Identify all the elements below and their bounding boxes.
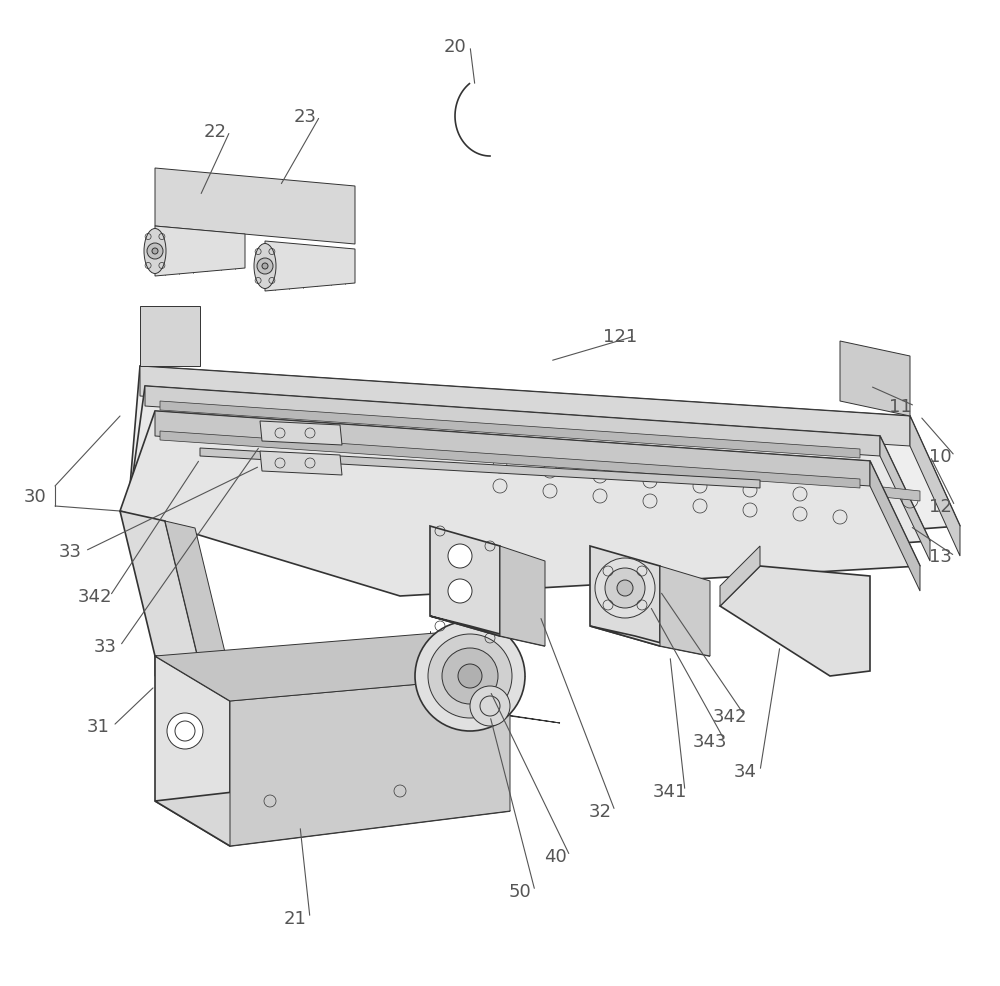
Text: 10: 10 [929,448,951,465]
Ellipse shape [144,230,166,274]
Circle shape [262,263,268,270]
Polygon shape [230,676,510,846]
Text: 31: 31 [87,717,109,736]
Polygon shape [160,432,860,488]
Polygon shape [145,387,880,457]
Polygon shape [880,437,930,561]
Text: 40: 40 [544,847,566,865]
Circle shape [617,581,633,597]
Polygon shape [840,342,910,416]
Polygon shape [430,616,545,647]
Polygon shape [155,411,870,486]
Text: 33: 33 [59,542,82,560]
Circle shape [442,649,498,704]
Circle shape [595,558,655,618]
Polygon shape [590,546,660,647]
Text: 12: 12 [929,498,951,516]
Polygon shape [130,367,960,566]
Polygon shape [265,242,355,292]
Circle shape [458,665,482,688]
Circle shape [605,568,645,608]
Text: 11: 11 [889,397,911,415]
Circle shape [470,686,510,727]
Polygon shape [155,657,510,716]
Polygon shape [155,657,460,727]
Text: 342: 342 [78,588,112,605]
Text: 13: 13 [929,547,951,565]
Polygon shape [165,522,230,673]
Polygon shape [155,657,230,846]
Polygon shape [155,169,355,245]
Circle shape [147,244,163,259]
Polygon shape [430,527,500,636]
Ellipse shape [254,245,276,289]
Circle shape [167,713,203,749]
Polygon shape [200,667,560,724]
Circle shape [448,580,472,603]
Polygon shape [500,546,545,647]
Polygon shape [160,401,860,458]
Circle shape [257,258,273,275]
Text: 21: 21 [284,909,306,927]
Polygon shape [260,422,342,446]
Circle shape [428,634,512,718]
Polygon shape [140,307,200,367]
Polygon shape [155,766,510,846]
Polygon shape [155,631,510,701]
Polygon shape [120,512,200,667]
Polygon shape [870,461,920,592]
Polygon shape [155,227,245,277]
Polygon shape [910,416,960,556]
Text: 33: 33 [94,637,117,656]
Polygon shape [590,626,710,657]
Polygon shape [120,411,920,597]
Text: 50: 50 [509,882,531,900]
Circle shape [448,544,472,568]
Text: 32: 32 [588,803,612,820]
Polygon shape [660,566,710,657]
Text: 30: 30 [24,487,46,506]
Text: 22: 22 [204,123,227,141]
Circle shape [152,248,158,254]
Polygon shape [140,367,910,447]
Polygon shape [200,449,760,488]
Text: 20: 20 [444,38,466,56]
Polygon shape [780,476,920,502]
Text: 34: 34 [734,762,757,780]
Circle shape [415,621,525,732]
Polygon shape [720,546,760,606]
Polygon shape [130,387,930,579]
Text: 23: 23 [294,107,317,126]
Polygon shape [260,452,342,475]
Text: 341: 341 [653,782,687,801]
Polygon shape [720,566,870,676]
Text: 343: 343 [693,733,727,750]
Text: 342: 342 [713,707,747,726]
Text: 121: 121 [603,327,637,346]
